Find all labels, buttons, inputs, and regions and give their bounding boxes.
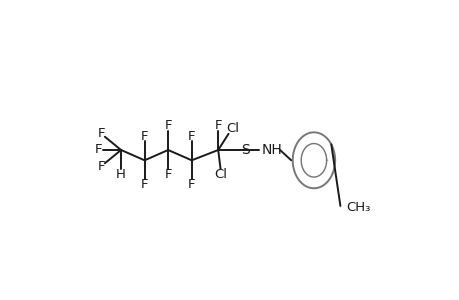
Text: F: F (164, 119, 172, 132)
Text: F: F (94, 143, 101, 157)
Text: S: S (241, 143, 249, 157)
Text: F: F (188, 130, 195, 143)
Text: F: F (97, 127, 105, 140)
Text: Cl: Cl (213, 168, 227, 181)
Text: F: F (97, 160, 105, 173)
Text: F: F (140, 178, 148, 191)
Text: F: F (140, 130, 148, 143)
Text: H: H (116, 168, 126, 181)
Text: CH₃: CH₃ (346, 201, 370, 214)
Text: NH: NH (261, 143, 282, 157)
Text: F: F (188, 178, 195, 191)
Text: F: F (164, 168, 172, 181)
Text: F: F (214, 119, 222, 132)
Text: Cl: Cl (226, 122, 239, 135)
